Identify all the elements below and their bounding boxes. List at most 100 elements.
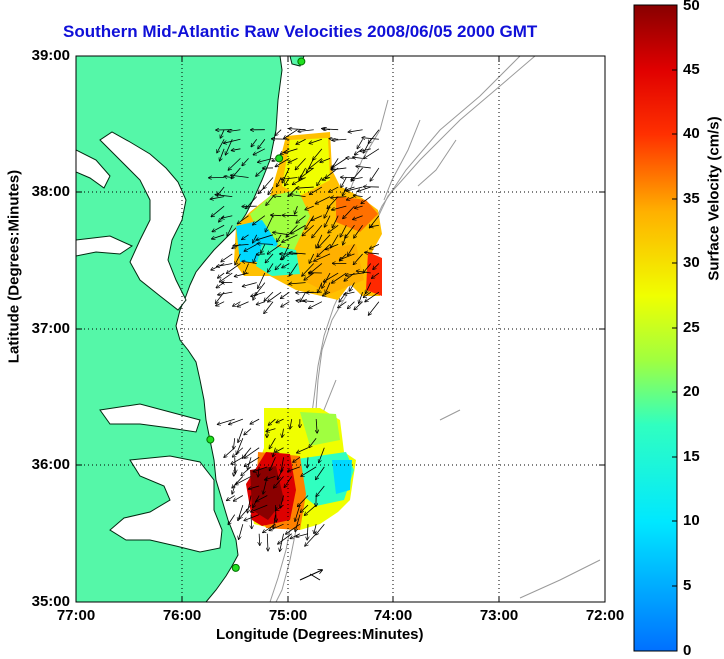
velocity-arrow xyxy=(268,244,282,254)
x-tick-label: 75:00 xyxy=(268,607,308,624)
hf-radar-stations xyxy=(206,57,306,572)
velocity-arrow xyxy=(280,495,284,508)
colorbar-tick-label: 5 xyxy=(683,577,692,594)
velocity-arrow xyxy=(316,419,317,433)
velocity-arrow xyxy=(289,283,306,284)
velocity-arrow xyxy=(233,244,249,245)
velocity-arrow xyxy=(344,292,355,294)
colorbar-tick-label: 45 xyxy=(683,61,700,78)
velocity-arrow xyxy=(281,457,284,472)
velocity-arrow xyxy=(277,177,282,186)
velocity-arrow xyxy=(244,244,257,251)
velocity-arrow xyxy=(295,504,301,521)
velocity-arrow xyxy=(331,234,339,248)
velocity-arrow xyxy=(269,437,276,448)
y-tick-label: 37:00 xyxy=(31,320,70,337)
velocity-arrow xyxy=(245,447,260,458)
velocity-arrow xyxy=(369,301,380,315)
velocity-arrow xyxy=(256,234,274,240)
velocity-arrow xyxy=(258,466,259,477)
velocity-arrow xyxy=(284,476,293,487)
velocity-arrow xyxy=(318,234,331,248)
velocity-arrow xyxy=(319,447,325,463)
velocity-arrow xyxy=(296,215,306,223)
colorbar-tick-label: 35 xyxy=(683,190,700,207)
velocity-arrow xyxy=(301,466,317,476)
velocity-arrow xyxy=(316,485,325,496)
y-tick-label: 38:00 xyxy=(31,183,70,200)
x-tick-label: 76:00 xyxy=(162,607,202,624)
velocity-arrow xyxy=(268,186,274,194)
velocity-arrow xyxy=(237,438,244,454)
velocity-arrow xyxy=(354,253,363,264)
map-title: Southern Mid-Atlantic Raw Velocities 200… xyxy=(63,22,538,41)
velocity-arrow xyxy=(224,138,241,143)
velocity-arrow xyxy=(346,158,355,159)
velocity-arrow xyxy=(297,447,309,453)
sound-water xyxy=(109,455,223,553)
velocity-arrow xyxy=(290,419,292,429)
velocity-arrow xyxy=(258,272,266,288)
velocity-arrow xyxy=(310,186,323,194)
velocity-arrow xyxy=(270,457,276,470)
velocity-arrow xyxy=(259,533,260,545)
velocity-arrow xyxy=(288,466,301,471)
velocity-arrow xyxy=(343,205,355,218)
bay-water xyxy=(99,131,187,311)
velocity-arrow xyxy=(291,224,306,233)
velocity-arrow xyxy=(314,253,331,261)
velocity-arrow xyxy=(258,139,266,148)
velocity-arrow xyxy=(242,234,249,240)
velocity-arrow xyxy=(266,196,274,206)
velocity-arrow xyxy=(244,514,260,521)
velocity-arrow xyxy=(211,205,225,216)
velocity-arrow xyxy=(359,292,363,303)
velocity-arrow xyxy=(216,301,225,306)
velocity-arrow xyxy=(282,167,290,183)
velocity-arrow xyxy=(293,456,301,462)
velocity-arrow xyxy=(212,224,225,231)
velocity-arrow xyxy=(301,504,309,512)
velocity-field-south xyxy=(246,408,356,530)
velocity-arrow xyxy=(358,186,371,191)
velocity-arrow xyxy=(332,139,347,140)
velocity-arrow xyxy=(232,149,241,151)
velocity-arrow xyxy=(249,485,260,489)
colorbar xyxy=(633,4,678,652)
velocity-arrow xyxy=(261,244,266,252)
velocity-arrow xyxy=(295,514,301,532)
velocity-arrow xyxy=(338,301,347,308)
velocity-arrow xyxy=(256,495,268,502)
velocity-arrow xyxy=(227,225,233,235)
velocity-arrow xyxy=(363,263,372,272)
y-tick-label: 39:00 xyxy=(31,47,70,64)
velocity-arrow xyxy=(228,158,241,170)
velocity-arrow xyxy=(271,215,282,216)
velocity-arrow xyxy=(311,215,323,221)
velocity-arrow xyxy=(218,272,225,278)
velocity-arrow xyxy=(316,523,325,534)
velocity-arrow xyxy=(370,215,380,228)
velocity-arrow xyxy=(284,129,298,139)
velocity-arrow xyxy=(253,148,266,155)
velocity-arrow xyxy=(373,263,380,269)
velocity-arrow xyxy=(372,272,380,278)
velocity-arrow xyxy=(351,167,363,181)
velocity-arrow xyxy=(218,291,233,295)
station-marker xyxy=(275,154,284,163)
velocity-arrow xyxy=(212,234,225,239)
velocity-arrow xyxy=(235,457,236,473)
velocity-arrow xyxy=(296,138,306,144)
velocity-arrow xyxy=(276,418,284,422)
colorbar-tick-label: 0 xyxy=(683,642,692,659)
colorbar-tick-label: 15 xyxy=(683,448,700,465)
velocity-arrow xyxy=(348,301,355,309)
velocity-arrow xyxy=(324,272,339,282)
velocity-arrow xyxy=(247,495,252,513)
velocity-arrow xyxy=(307,457,308,467)
velocity-arrow xyxy=(257,244,274,245)
velocity-arrow xyxy=(325,215,331,227)
velocity-arrow xyxy=(295,158,306,169)
velocity-arrow xyxy=(328,224,339,233)
velocity-arrow xyxy=(312,225,323,237)
